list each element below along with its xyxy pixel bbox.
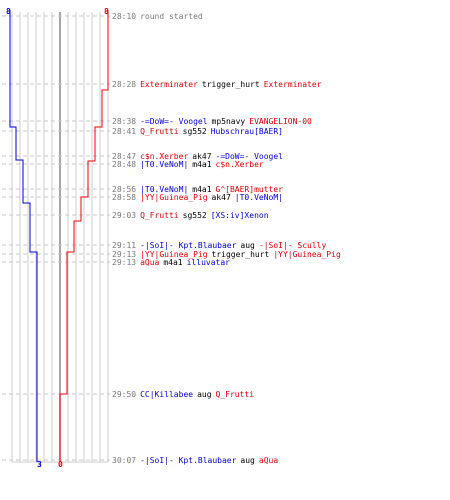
event-row: 28:28 Exterminater trigger_hurt Exterminate… [112, 80, 325, 89]
event-player: |T0.VeNoM| [234, 193, 283, 202]
event-weapon: aug [240, 241, 255, 250]
event-weapon: ak47 [192, 152, 212, 161]
event-time: 29:11 [112, 241, 137, 250]
event-row: 28:10 round started [112, 12, 207, 21]
event-player: Exterminater [140, 80, 198, 89]
event-player: Exterminater [263, 80, 322, 89]
event-player: |T0.VeNoM| [140, 160, 189, 169]
event-row: 29:13 |YY|Guinea_Pig trigger_hurt |YY|Guine… [112, 250, 345, 259]
red-end-count: 0 [58, 460, 63, 469]
event-player: c$n.Xerber [140, 152, 189, 161]
event-row: 28:48 |T0.VeNoM| m4a1 c$n.Xerber [112, 160, 268, 169]
event-time: 29:13 [112, 250, 137, 259]
event-guide-lines [2, 15, 110, 461]
event-time: 28:56 [112, 185, 137, 194]
event-player: |T0.VeNoM| [140, 185, 189, 194]
event-player: |YY|Guinea_Pig [273, 250, 341, 259]
event-weapon: trigger_hurt [201, 80, 260, 89]
event-row: 28:41 Q_Frutti sg552 Hubschrau[BAER] [112, 127, 287, 136]
event-row: 29:11 -|SoI|- Kpt.Blaubaer aug -|SoI|- Scul… [112, 241, 330, 250]
red-start-count: 8 [104, 7, 109, 16]
event-row: 28:58 |YY|Guinea_Pig ak47 |T0.VeNoM| [112, 193, 287, 202]
event-player: c$n.Xerber [215, 160, 264, 169]
event-player: illuvatar [186, 258, 230, 267]
event-row: 30:07 -|SoI|- Kpt.Blaubaer aug aQua [112, 456, 282, 465]
event-time: 29:03 [112, 211, 137, 220]
event-time: 28:38 [112, 117, 137, 126]
event-time: 28:41 [112, 127, 137, 136]
event-row: 29:13 aQua m4a1 illuvatar [112, 258, 234, 267]
event-player: aQua [258, 456, 279, 465]
event-row: 28:56 |T0.VeNoM| m4a1 G^[BAER]mutter [112, 185, 287, 194]
event-weapon: mp5navy [211, 117, 246, 126]
event-player: -=DoW=- Voogel [215, 152, 283, 161]
blue-start-count: 8 [6, 7, 11, 16]
event-player: -|SoI|- Kpt.Blaubaer [140, 241, 237, 250]
event-time: 28:58 [112, 193, 137, 202]
blue-end-count: 3 [37, 460, 42, 469]
event-row: 29:03 Q_Frutti sg552 [XS:iv]Xenon [112, 211, 273, 220]
event-time: 29:50 [112, 390, 137, 399]
event-player: Hubschrau[BAER] [210, 127, 283, 136]
event-player: -|SoI|- Kpt.Blaubaer [140, 456, 237, 465]
event-player: Q_Frutti [140, 211, 179, 220]
event-player: CC|Killabee [140, 390, 194, 399]
event-time: 29:13 [112, 258, 137, 267]
event-weapon: aug [240, 456, 255, 465]
event-player: aQua [140, 258, 160, 267]
event-row: 28:47 c$n.Xerber ak47 -=DoW=- Voogel [112, 152, 287, 161]
event-row: 29:50 CC|Killabee aug Q_Frutti [112, 390, 258, 399]
event-player: |YY|Guinea_Pig [140, 193, 208, 202]
event-player: Q_Frutti [140, 127, 179, 136]
event-weapon: trigger_hurt [211, 250, 270, 259]
event-player: G^[BAER]mutter [215, 185, 283, 194]
event-time: 28:10 [112, 12, 137, 21]
event-weapon: aug [197, 390, 212, 399]
event-player: |YY|Guinea_Pig [140, 250, 208, 259]
event-time: 30:07 [112, 456, 137, 465]
event-player: EVANGELION-00 [249, 117, 312, 126]
event-weapon: ak47 [211, 193, 231, 202]
event-row: 28:38 -=DoW=- Voogel mp5navy EVANGELION-00 [112, 117, 316, 126]
event-time: 28:28 [112, 80, 137, 89]
blue-team-alive-line [9, 10, 38, 462]
event-weapon: m4a1 [192, 185, 212, 194]
event-player: [XS:iv]Xenon [210, 211, 269, 220]
red-team-alive-line [59, 10, 109, 462]
event-weapon: m4a1 [192, 160, 212, 169]
event-time: 28:47 [112, 152, 137, 161]
event-weapon: m4a1 [163, 258, 183, 267]
event-time: 28:48 [112, 160, 137, 169]
event-player: Q_Frutti [215, 390, 255, 399]
event-weapon: sg552 [182, 127, 207, 136]
event-player: round started [140, 12, 203, 21]
event-player: -|SoI|- Scully [258, 241, 327, 250]
event-player: -=DoW=- Voogel [140, 117, 208, 126]
event-weapon: sg552 [182, 211, 207, 220]
